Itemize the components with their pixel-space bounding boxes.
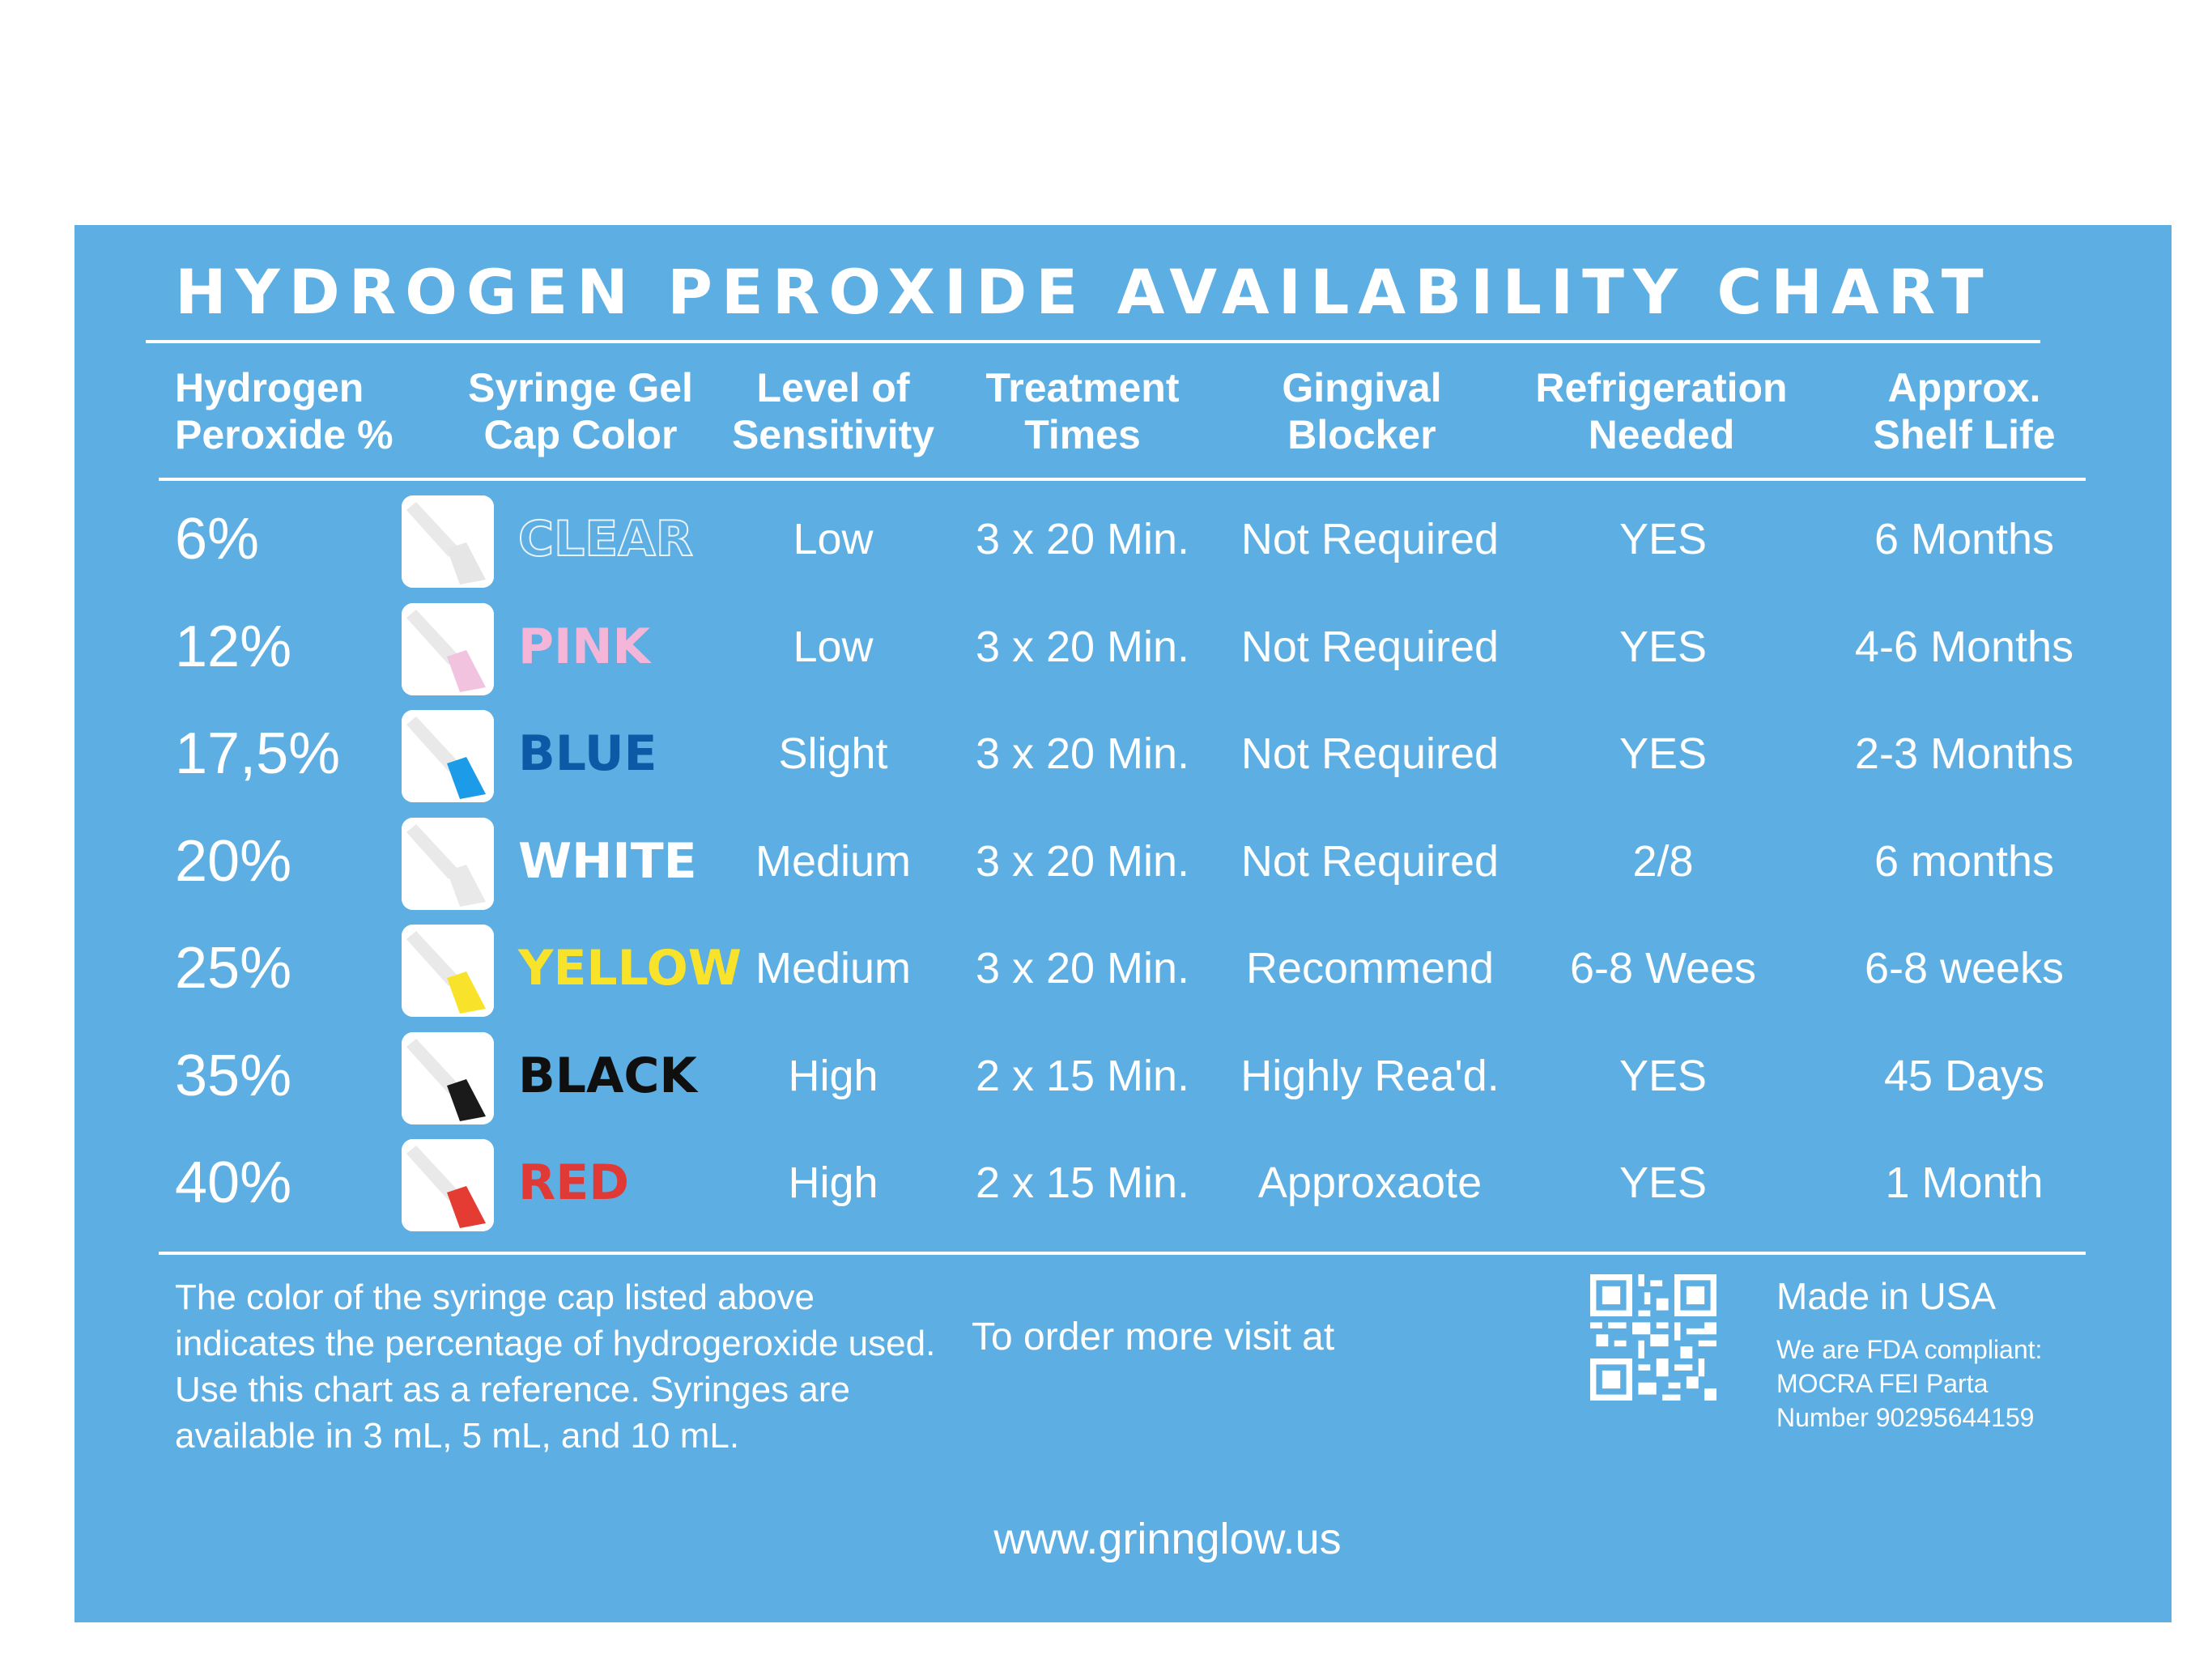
syringe-cap-icon [402, 925, 494, 1017]
peroxide-percent: 6% [175, 507, 260, 572]
gingival-blocker: Not Required [1240, 729, 1499, 778]
table-row: 6% CLEAR Low 3 x 20 Min. Not Required YES 6 Mo… [74, 486, 2172, 593]
refrigeration-needed: YES [1619, 515, 1708, 563]
header-cap-color: Syringe Gel Cap Color [468, 365, 693, 457]
cap-color-note: The color of the syringe cap listed abov… [175, 1278, 936, 1456]
refrigeration-needed: YES [1619, 729, 1708, 778]
shelf-life: 1 Month [1885, 1158, 2044, 1207]
title-divider [146, 340, 2040, 343]
gingival-blocker: Highly Rea'd. [1240, 1051, 1499, 1100]
gingival-blocker: Not Required [1240, 622, 1499, 671]
shelf-life: 4-6 Months [1854, 622, 2074, 671]
cap-color-name: BLACK [518, 1047, 697, 1104]
treatment-time: 3 x 20 Min. [975, 515, 1190, 563]
treatment-time: 3 x 20 Min. [975, 836, 1190, 886]
sensitivity-level: Low [793, 622, 874, 671]
cap-color-name: WHITE [518, 832, 697, 890]
cap-color-name: RED [518, 1154, 629, 1211]
treatment-time: 3 x 20 Min. [975, 729, 1190, 778]
cap-color-name: PINK [518, 618, 651, 675]
fda-line: MOCRA FEI Parta [1776, 1369, 1989, 1398]
peroxide-percent: 35% [175, 1043, 292, 1108]
sensitivity-level: Medium [755, 836, 912, 886]
shelf-life: 2-3 Months [1854, 729, 2074, 778]
refrigeration-needed: 6-8 Wees [1569, 944, 1757, 993]
sensitivity-level: High [788, 1158, 878, 1207]
header-divider [159, 478, 2086, 481]
refrigeration-needed: YES [1619, 1158, 1708, 1207]
made-in-usa: Made in USA [1776, 1275, 1997, 1317]
peroxide-percent: 17,5% [175, 721, 341, 786]
peroxide-percent: 12% [175, 614, 292, 679]
chart-title: HYDROGEN PEROXIDE AVAILABILITY CHART [175, 256, 1993, 328]
sensitivity-level: High [788, 1051, 878, 1100]
gingival-blocker: Approxaote [1257, 1158, 1482, 1207]
treatment-time: 2 x 15 Min. [975, 1051, 1190, 1100]
header-refrigeration: Refrigeration Needed [1535, 365, 1788, 457]
header-sensitivity: Level of Sensitivity [731, 365, 935, 457]
syringe-cap-icon [402, 710, 494, 802]
fda-line: We are FDA compliant: [1776, 1335, 2043, 1364]
syringe-cap-icon [402, 495, 494, 588]
sensitivity-level: Medium [755, 944, 912, 993]
syringe-cap-icon [402, 1139, 494, 1231]
shelf-life: 6 Months [1874, 515, 2055, 563]
cap-color-name: BLUE [518, 725, 657, 782]
fda-compliance-note: We are FDA compliant: MOCRA FEI Parta Nu… [1776, 1333, 2133, 1435]
syringe-cap-icon [402, 1031, 494, 1124]
table-row: 35% BLACK High 2 x 15 Min. Highly Rea'd. YES 4… [74, 1022, 2172, 1129]
peroxide-percent: 25% [175, 936, 292, 1001]
refrigeration-needed: 2/8 [1632, 836, 1694, 886]
treatment-time: 2 x 15 Min. [975, 1158, 1190, 1207]
header-shelf-life: Approx. Shelf Life [1873, 365, 2056, 457]
peroxide-percent: 40% [175, 1150, 292, 1215]
treatment-time: 3 x 20 Min. [975, 622, 1190, 671]
refrigeration-needed: YES [1619, 1051, 1708, 1100]
table-row: 12% PINK Low 3 x 20 Min. Not Required YES 4-6 … [74, 593, 2172, 700]
header-treatment-times: Treatment Times [985, 365, 1180, 457]
cap-color-name: YELLOW [518, 940, 742, 997]
website-link[interactable]: www.grinnglow.us [993, 1515, 1342, 1563]
header-gingival-blocker: Gingival Blocker [1282, 365, 1442, 457]
shelf-life: 6 months [1874, 836, 2055, 886]
shelf-life: 45 Days [1883, 1051, 2045, 1100]
header-peroxide-percent: Hydrogen Peroxide % [175, 365, 393, 457]
syringe-cap-icon [402, 817, 494, 910]
availability-chart-card: HYDROGEN PEROXIDE AVAILABILITY CHART Hyd… [74, 225, 2172, 1622]
table-row: 20% WHITE Medium 3 x 20 Min. Not Required 2/8… [74, 808, 2172, 915]
sensitivity-level: Slight [778, 729, 888, 778]
table-row: 40% RED High 2 x 15 Min. Approxaote YES 1 Mont… [74, 1129, 2172, 1236]
gingival-blocker: Not Required [1240, 515, 1499, 563]
fda-line: Number 90295644159 [1776, 1403, 2035, 1432]
table-row: 17,5% BLUE Slight 3 x 20 Min. Not Required YE… [74, 700, 2172, 807]
sensitivity-level: Low [793, 515, 874, 563]
peroxide-percent: 20% [175, 828, 292, 894]
footer-divider [159, 1252, 2086, 1255]
shelf-life: 6-8 weeks [1864, 944, 2065, 993]
table-row: 25% YELLOW Medium 3 x 20 Min. Recommend 6-8 W… [74, 915, 2172, 1022]
qr-code-icon[interactable] [1590, 1274, 1716, 1401]
treatment-time: 3 x 20 Min. [975, 944, 1190, 993]
syringe-cap-icon [402, 602, 494, 695]
gingival-blocker: Not Required [1240, 836, 1499, 886]
cap-color-name: CLEAR [517, 510, 694, 568]
gingival-blocker: Recommend [1245, 944, 1495, 993]
refrigeration-needed: YES [1619, 622, 1708, 671]
order-text: To order more visit at [972, 1316, 1335, 1358]
